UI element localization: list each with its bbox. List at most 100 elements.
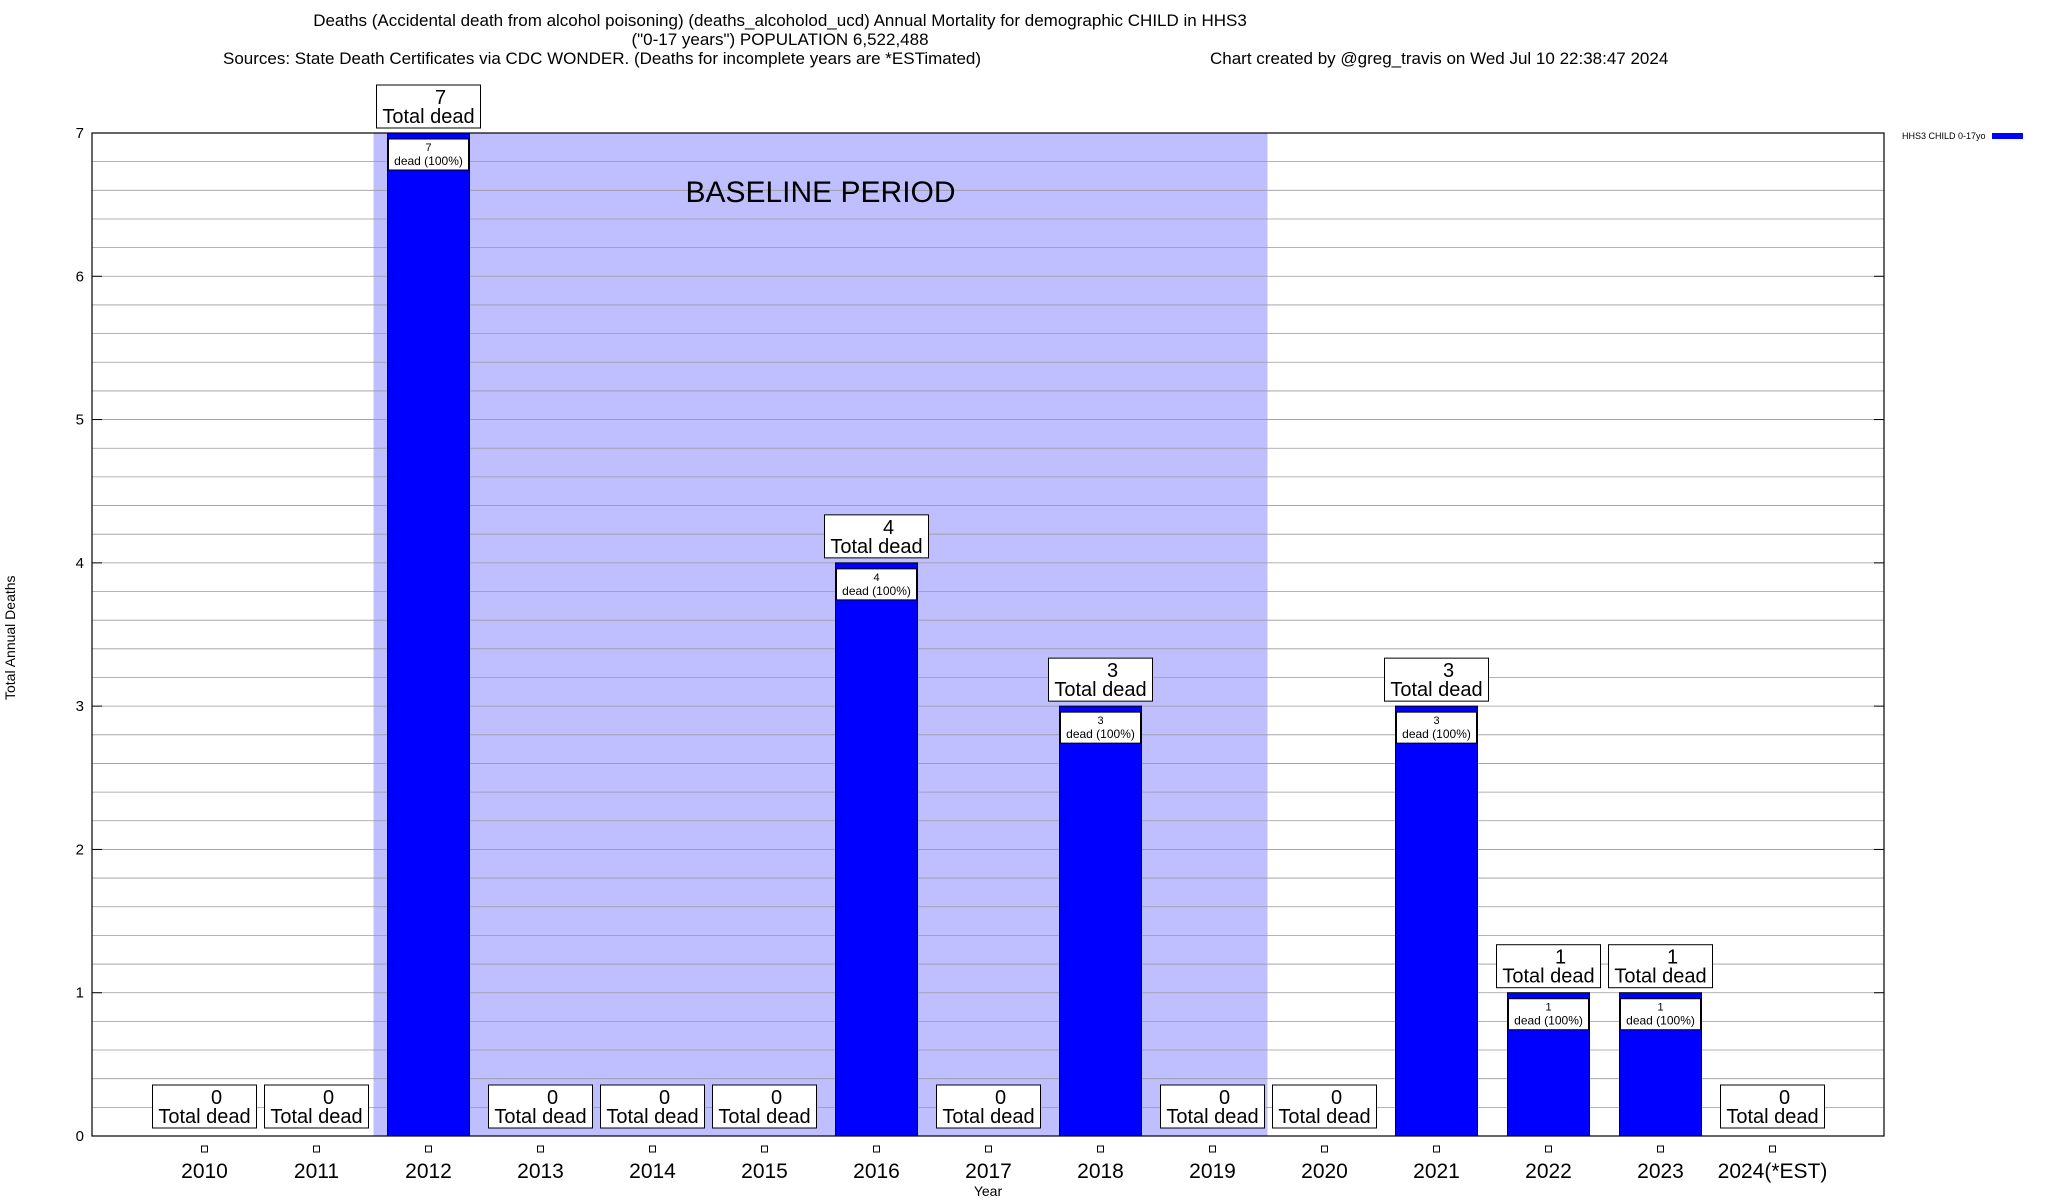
total-label-value: 0 [771, 1087, 782, 1109]
total-label-value: 0 [1331, 1087, 1342, 1109]
total-label-value: 4 [883, 517, 894, 539]
x-tick-marker [201, 1145, 208, 1153]
total-label-value: 0 [659, 1087, 670, 1109]
x-tick-label: 2023 [1637, 1160, 1684, 1183]
x-tick-marker [1097, 1145, 1104, 1153]
x-tick-label: 2024(*EST) [1718, 1160, 1828, 1183]
total-label-box [264, 1084, 369, 1129]
x-tick-label: 2016 [853, 1160, 900, 1183]
x-tick-label: 2017 [965, 1160, 1012, 1183]
total-label-text: Total dead [1502, 966, 1594, 988]
total-label-text: Total dead [382, 106, 474, 128]
total-label-box [824, 514, 929, 559]
bar-inner-value: 7 [425, 142, 431, 154]
bar-inner-label: dead (100%) [842, 584, 911, 598]
total-label-box [936, 1084, 1041, 1129]
y-tick-label: 6 [76, 268, 84, 285]
total-label-text: Total dead [270, 1106, 362, 1128]
x-tick-label: 2022 [1525, 1160, 1572, 1183]
x-tick-marker [761, 1145, 768, 1153]
x-tick-label: 2021 [1413, 1160, 1460, 1183]
x-tick-label: 2012 [405, 1160, 452, 1183]
x-tick-marker [1769, 1145, 1776, 1153]
total-label-text: Total dead [1390, 679, 1482, 701]
x-tick-label: 2020 [1301, 1160, 1348, 1183]
x-tick-marker [1433, 1145, 1440, 1153]
total-label-box [152, 1084, 257, 1129]
x-tick-marker [1321, 1145, 1328, 1153]
total-label-value: 0 [995, 1087, 1006, 1109]
bar [1395, 705, 1478, 1137]
bar-inner-label: dead (100%) [1626, 1014, 1695, 1028]
bar-inner-label-box [836, 568, 917, 601]
y-tick-label: 3 [76, 698, 84, 715]
total-label-text: Total dead [1726, 1106, 1818, 1128]
baseline-label: BASELINE PERIOD [685, 176, 955, 209]
total-label-box [1496, 944, 1601, 989]
total-label-box [712, 1084, 817, 1129]
total-label-text: Total dead [1614, 966, 1706, 988]
x-tick-marker [425, 1145, 432, 1153]
total-label-value: 1 [1555, 947, 1566, 969]
total-label-text: Total dead [1054, 679, 1146, 701]
x-tick-marker [1657, 1145, 1664, 1153]
chart-title: Deaths (Accidental death from alcohol po… [313, 11, 1247, 30]
y-tick-label: 0 [76, 1128, 84, 1145]
x-tick-marker [649, 1145, 656, 1153]
legend: HHS3 CHILD 0-17yo [1902, 131, 2023, 141]
x-tick-label: 2013 [517, 1160, 564, 1183]
total-label-text: Total dead [606, 1106, 698, 1128]
y-axis-title: Total Annual Deaths [2, 575, 18, 700]
total-label-value: 0 [1779, 1087, 1790, 1109]
x-tick-label: 2018 [1077, 1160, 1124, 1183]
total-label-value: 3 [1107, 660, 1118, 682]
total-label-value: 1 [1667, 947, 1678, 969]
bar-inner-label: dead (100%) [394, 154, 463, 168]
bar [835, 562, 918, 1137]
y-tick-label: 7 [76, 125, 84, 142]
total-label-value: 0 [1219, 1087, 1230, 1109]
y-tick-label: 2 [76, 841, 84, 858]
bar-inner-value: 1 [1657, 1002, 1663, 1014]
total-label-value: 3 [1443, 660, 1454, 682]
x-tick-marker [313, 1145, 320, 1153]
x-tick-marker [1545, 1145, 1552, 1153]
total-label-box [1160, 1084, 1265, 1129]
x-tick-label: 2014 [629, 1160, 676, 1183]
y-tick-label: 5 [76, 412, 84, 429]
x-axis-title: Year [974, 1183, 1003, 1199]
total-label-text: Total dead [1166, 1106, 1258, 1128]
total-label-text: Total dead [942, 1106, 1034, 1128]
legend-label: HHS3 CHILD 0-17yo [1902, 131, 1986, 141]
bar-inner-label: dead (100%) [1514, 1014, 1583, 1028]
total-label-box [1608, 944, 1713, 989]
total-label-box [1720, 1084, 1825, 1129]
x-tick-marker [1209, 1145, 1216, 1153]
bar-inner-value: 4 [873, 572, 879, 584]
x-tick-marker [873, 1145, 880, 1153]
x-tick-label: 2011 [294, 1160, 339, 1183]
bar-inner-label: dead (100%) [1066, 727, 1135, 741]
total-label-value: 0 [323, 1087, 334, 1109]
total-label-value: 0 [211, 1087, 222, 1109]
total-label-text: Total dead [718, 1106, 810, 1128]
bar-inner-value: 1 [1545, 1002, 1551, 1014]
total-label-box [488, 1084, 593, 1129]
sources-text: Sources: State Death Certificates via CD… [223, 49, 982, 68]
bar-inner-label-box [1508, 998, 1589, 1031]
y-tick-label: 1 [76, 985, 84, 1002]
bar [387, 132, 470, 1137]
x-tick-marker [985, 1145, 992, 1153]
plot-frame [91, 132, 1885, 1137]
x-tick-marker [537, 1145, 544, 1153]
total-label-value: 0 [547, 1087, 558, 1109]
total-label-value: 7 [435, 87, 446, 109]
bar-inner-label-box [388, 138, 469, 171]
x-tick-label: 2015 [741, 1160, 788, 1183]
bar-inner-label-box [1060, 711, 1141, 744]
x-tick-label: 2010 [181, 1160, 228, 1183]
total-label-text: Total dead [494, 1106, 586, 1128]
total-label-box [1272, 1084, 1377, 1129]
bar-inner-value: 3 [1097, 715, 1103, 727]
